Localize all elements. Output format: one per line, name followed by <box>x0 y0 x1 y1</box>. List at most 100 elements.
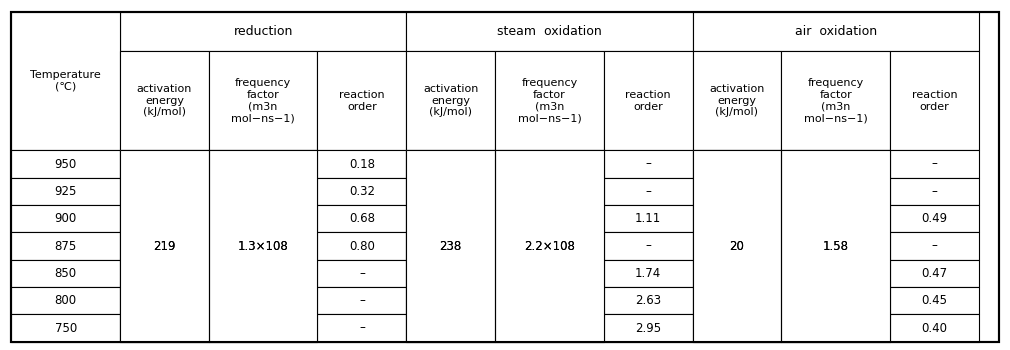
Text: 2.95: 2.95 <box>635 322 662 335</box>
Bar <box>890 260 979 287</box>
Text: Temperature
(℃): Temperature (℃) <box>30 70 101 92</box>
Bar <box>782 314 890 342</box>
Bar <box>693 232 782 260</box>
Bar <box>890 150 979 178</box>
Bar <box>11 205 120 232</box>
Bar <box>890 178 979 205</box>
Bar <box>495 51 604 150</box>
Bar <box>317 51 406 150</box>
Text: –: – <box>645 158 651 170</box>
Bar <box>693 150 782 342</box>
Bar <box>120 150 209 342</box>
Bar <box>604 232 693 260</box>
Bar <box>693 150 782 178</box>
Bar <box>120 287 209 314</box>
Text: 1.58: 1.58 <box>823 239 848 252</box>
Bar <box>495 232 604 260</box>
Text: 875: 875 <box>55 239 77 252</box>
Bar <box>209 150 317 342</box>
Bar <box>120 178 209 205</box>
Bar <box>890 232 979 260</box>
Bar <box>406 150 495 342</box>
Bar <box>317 314 406 342</box>
Bar <box>406 205 495 232</box>
Text: –: – <box>359 322 365 335</box>
Text: 1.58: 1.58 <box>823 239 848 252</box>
Bar <box>317 178 406 205</box>
Bar <box>693 51 782 150</box>
Bar <box>693 12 979 51</box>
Text: 850: 850 <box>55 267 77 280</box>
Bar <box>406 51 495 150</box>
Bar <box>209 232 317 260</box>
Bar <box>120 12 406 51</box>
Text: 1.3×108: 1.3×108 <box>237 239 289 252</box>
Text: –: – <box>359 267 365 280</box>
Text: reaction
order: reaction order <box>625 90 671 112</box>
Bar <box>495 150 604 342</box>
Bar <box>693 150 782 342</box>
Bar <box>782 150 890 178</box>
Bar <box>782 150 890 342</box>
Bar <box>782 287 890 314</box>
Bar <box>495 178 604 205</box>
Text: reaction
order: reaction order <box>339 90 385 112</box>
Text: –: – <box>931 158 937 170</box>
Text: frequency
factor
(m3n
mol−ns−1): frequency factor (m3n mol−ns−1) <box>517 78 582 123</box>
Bar <box>406 314 495 342</box>
Text: 219: 219 <box>154 239 176 252</box>
Bar <box>693 178 782 205</box>
Text: –: – <box>931 239 937 252</box>
Text: 2.2×108: 2.2×108 <box>524 239 575 252</box>
Bar <box>495 205 604 232</box>
Bar <box>317 205 406 232</box>
Bar <box>890 287 979 314</box>
Bar <box>406 260 495 287</box>
Bar <box>782 51 890 150</box>
Bar <box>406 12 693 51</box>
Text: 0.68: 0.68 <box>348 212 375 225</box>
Bar <box>209 51 317 150</box>
Text: 20: 20 <box>729 239 744 252</box>
Text: –: – <box>645 239 651 252</box>
Bar <box>495 260 604 287</box>
Text: 2.2×108: 2.2×108 <box>524 239 575 252</box>
Bar <box>604 287 693 314</box>
Text: steam  oxidation: steam oxidation <box>497 25 602 38</box>
Bar <box>406 178 495 205</box>
Bar <box>782 260 890 287</box>
Text: 0.40: 0.40 <box>921 322 947 335</box>
Text: activation
energy
(kJ/mol): activation energy (kJ/mol) <box>709 84 765 118</box>
Bar <box>495 150 604 342</box>
Bar <box>11 314 120 342</box>
Bar <box>209 205 317 232</box>
Bar <box>693 287 782 314</box>
Bar <box>209 150 317 342</box>
Text: 800: 800 <box>55 294 77 307</box>
Text: 0.45: 0.45 <box>921 294 947 307</box>
Text: 950: 950 <box>55 158 77 170</box>
Bar <box>604 178 693 205</box>
Bar <box>120 260 209 287</box>
Text: 900: 900 <box>55 212 77 225</box>
Text: 1.74: 1.74 <box>635 267 662 280</box>
Bar <box>782 178 890 205</box>
Bar <box>604 314 693 342</box>
Bar <box>317 232 406 260</box>
Bar <box>120 51 209 150</box>
Bar <box>209 260 317 287</box>
Bar <box>317 287 406 314</box>
Text: activation
energy
(kJ/mol): activation energy (kJ/mol) <box>136 84 192 118</box>
Text: 20: 20 <box>729 239 744 252</box>
Text: air  oxidation: air oxidation <box>795 25 877 38</box>
Bar <box>406 287 495 314</box>
Bar <box>782 232 890 260</box>
Text: 0.32: 0.32 <box>348 185 375 198</box>
Bar <box>11 287 120 314</box>
Bar <box>406 150 495 178</box>
Text: 0.47: 0.47 <box>921 267 947 280</box>
Text: activation
energy
(kJ/mol): activation energy (kJ/mol) <box>423 84 479 118</box>
Text: 0.49: 0.49 <box>921 212 947 225</box>
Text: –: – <box>359 294 365 307</box>
Bar <box>120 205 209 232</box>
